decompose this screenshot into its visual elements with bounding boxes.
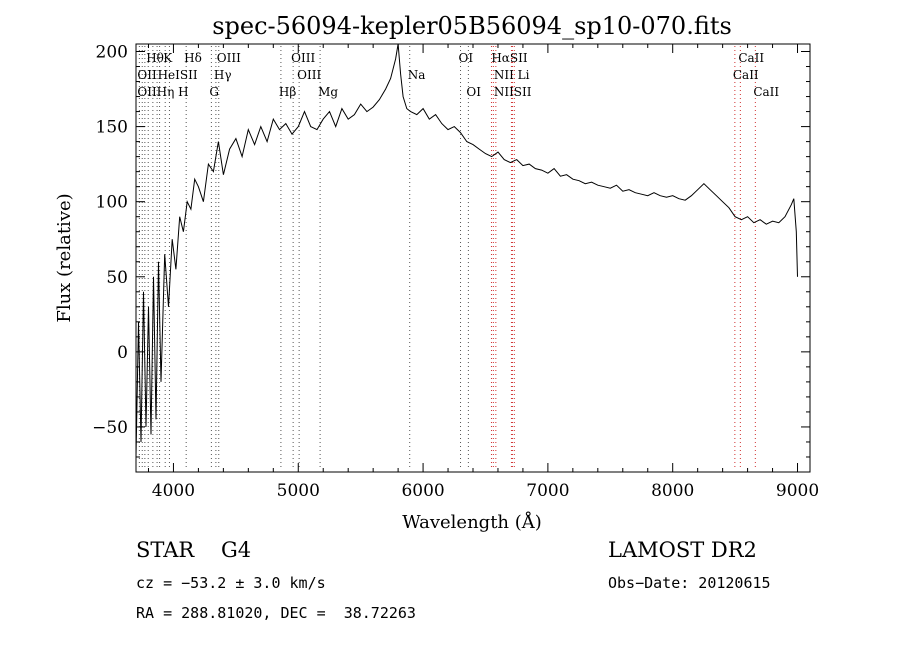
line-label: Hγ <box>214 68 232 82</box>
line-label: NII Li <box>494 68 530 82</box>
y-tick-label: 0 <box>117 343 128 363</box>
line-label: HeISII <box>158 68 198 82</box>
line-label: CaII <box>738 51 764 65</box>
y-tick-label: 150 <box>96 118 128 138</box>
observation-date: Obs−Date: 20120615 <box>608 574 771 592</box>
spectral-line-labels: Hθ K Hδ OIII OIII OI HαSII CaII OII HeISII Hγ OIII N… <box>137 51 779 99</box>
line-label: Hβ <box>279 85 296 99</box>
line-label: NIISII <box>494 85 532 99</box>
x-tick-label: 7000 <box>526 481 569 501</box>
line-label: OI <box>466 85 481 99</box>
x-tick-label: 8000 <box>651 481 694 501</box>
line-label: OIIHη H <box>137 85 188 99</box>
subclass: G4 <box>220 538 252 562</box>
line-label: G <box>209 85 219 99</box>
object-type: STAR <box>136 538 195 562</box>
line-label: Hθ <box>146 51 164 65</box>
redshift-velocity: cz = −53.2 ± 3.0 km/s <box>136 574 326 592</box>
line-label: OI <box>459 51 474 65</box>
y-tick-label: 50 <box>106 268 128 288</box>
x-tick-label: 4000 <box>152 481 195 501</box>
line-label: Na <box>408 68 426 82</box>
spectrum-series-line <box>135 43 798 458</box>
x-tick-label: 9000 <box>776 481 819 501</box>
plot-frame <box>135 43 811 473</box>
line-label: CaII <box>733 68 759 82</box>
y-axis: −50 0 50 100 150 200 <box>92 43 810 458</box>
line-label: OIII <box>297 68 321 82</box>
x-tick-label: 5000 <box>277 481 320 501</box>
object-class: STAR G4 <box>136 538 251 562</box>
coordinates: RA = 288.81020, DEC = 38.72263 <box>136 604 416 622</box>
x-tick-label: 6000 <box>401 481 444 501</box>
y-tick-label: 100 <box>96 193 128 213</box>
spectral-line-markers <box>138 46 756 470</box>
line-label: CaII <box>753 85 779 99</box>
chart-title: spec-56094-kepler05B56094_sp10-070.fits <box>212 12 732 40</box>
survey-name: LAMOST DR2 <box>608 538 757 562</box>
line-label: OIII <box>291 51 315 65</box>
y-tick-label: 200 <box>96 43 128 63</box>
y-axis-label: Flux (relative) <box>54 193 75 322</box>
line-label: HαSII <box>491 51 528 65</box>
x-axis-label: Wavelength (Å) <box>402 511 542 533</box>
line-label: Mg <box>318 85 338 99</box>
line-label: Hδ <box>184 51 202 65</box>
line-label: OIII <box>217 51 241 65</box>
line-label: K <box>163 51 173 65</box>
x-axis: 4000 5000 6000 7000 8000 9000 <box>147 44 819 501</box>
y-tick-label: −50 <box>92 418 128 438</box>
line-label: OII <box>137 68 157 82</box>
